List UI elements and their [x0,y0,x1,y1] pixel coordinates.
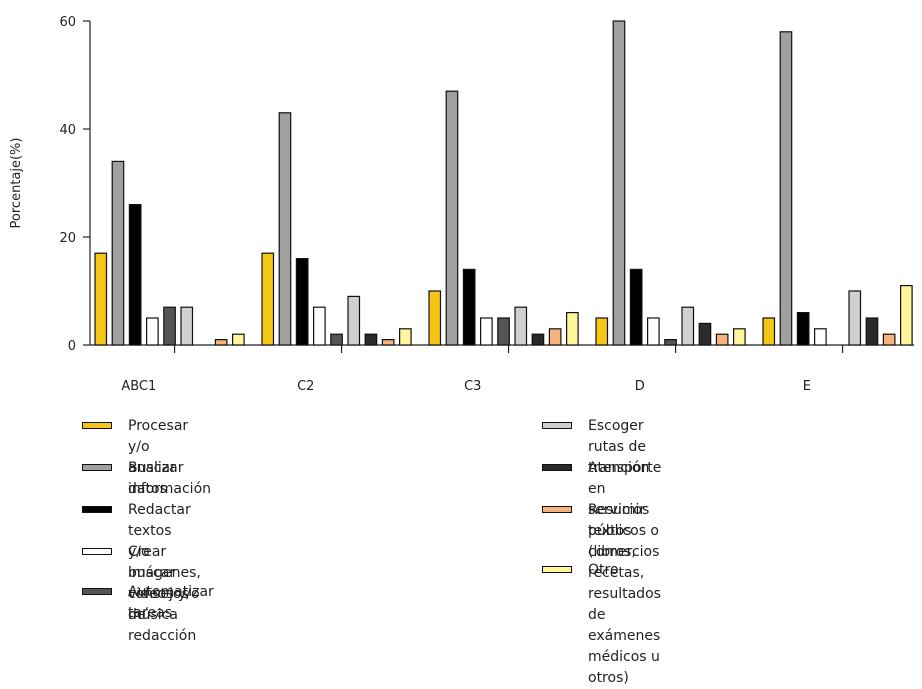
legend-swatch [542,506,572,513]
bar-C3-0 [428,290,442,346]
bar-D-8 [732,328,746,346]
bar-ABC1-3 [146,317,159,346]
legend-swatch [82,422,112,429]
y-axis-label: Porcentaje(%) [9,138,24,229]
bar-D-2 [629,268,643,346]
bar-D-0 [595,317,609,346]
bar-D-6 [698,322,712,346]
legend-label: Buscar información [128,460,212,497]
bar-E-2 [796,312,810,346]
bar-C2-2 [295,258,309,346]
y-tick-label: 40 [59,123,76,138]
bar-ABC1-5 [180,306,194,346]
legend-label: Resumir textos (libros, recetas, resulta… [588,502,661,686]
legend-label: Procesar y/o analizar datos [128,418,189,497]
x-tick-label: E [803,379,811,394]
bar-C3-3 [480,317,493,346]
bar-C3-1 [445,90,459,346]
legend-swatch [542,566,572,573]
legend-item: Atención en servicios públicos o comerci… [542,458,659,563]
bar-D-3 [646,317,660,346]
bar-E-5 [848,290,862,346]
bar-C3-4 [497,317,510,346]
bar-C3-7 [548,328,562,346]
legend-item: Otro [542,560,619,581]
bar-C3-5 [514,306,528,346]
bar-ABC1-0 [94,252,108,346]
bar-C2-5 [347,295,361,346]
bar-C2-7 [381,339,395,346]
bar-D-1 [612,20,626,346]
bar-C3-6 [531,333,545,346]
bar-D-5 [681,306,695,346]
bar-E-7 [882,333,896,346]
bar-ABC1-7 [214,339,228,346]
legend-item: Escoger rutas de transporte [542,416,661,479]
legend-item: Buscar información [82,458,211,500]
y-tick-label: 0 [68,339,76,354]
legend-item: Automatizar tareas [82,582,214,624]
legend-label: Atención en servicios públicos o comerci… [588,460,660,560]
legend-swatch [82,464,112,471]
bar-C2-0 [261,252,275,346]
bar-E-6 [865,317,879,346]
legend-item: Procesar y/o analizar datos [82,416,188,500]
bar-C3-2 [462,268,476,346]
bar-ABC1-1 [111,160,125,346]
bar-ABC1-4 [163,306,176,346]
legend-item: Resumir textos (libros, recetas, resulta… [542,500,661,689]
legend-swatch [82,548,112,555]
bar-chart: 0 20 40 60 Porcentaje(%) ABC1 C2 C3 D E [9,15,915,394]
bar-C2-8 [399,328,412,346]
bar-E-3 [813,328,827,346]
x-tick-label: ABC1 [121,379,156,394]
legend-swatch [542,464,572,471]
bar-E-1 [779,31,793,346]
legend-label: Otro [588,562,619,578]
bar-E-8 [899,285,913,346]
bar-ABC1-8 [232,333,245,346]
x-tick-label: C3 [464,379,481,394]
legend-label: Escoger rutas de transporte [588,418,662,476]
bar-D-7 [715,333,729,346]
legend-swatch [542,422,572,429]
x-tick-label: C2 [297,379,314,394]
bar-C3-8 [565,312,579,346]
legend-label: Automatizar tareas [128,584,214,621]
y-tick-label: 60 [59,15,76,30]
bar-C2-6 [364,333,378,346]
legend-swatch [82,588,112,595]
bar-ABC1-2 [128,204,142,346]
bar-C2-3 [313,306,326,346]
bar-E-0 [762,317,776,346]
y-tick-label: 20 [59,231,76,246]
x-tick-label: D [635,379,645,394]
bar-D-4 [664,339,677,346]
legend-swatch [82,506,112,513]
bar-C2-1 [278,112,292,346]
bar-C2-4 [330,333,343,346]
